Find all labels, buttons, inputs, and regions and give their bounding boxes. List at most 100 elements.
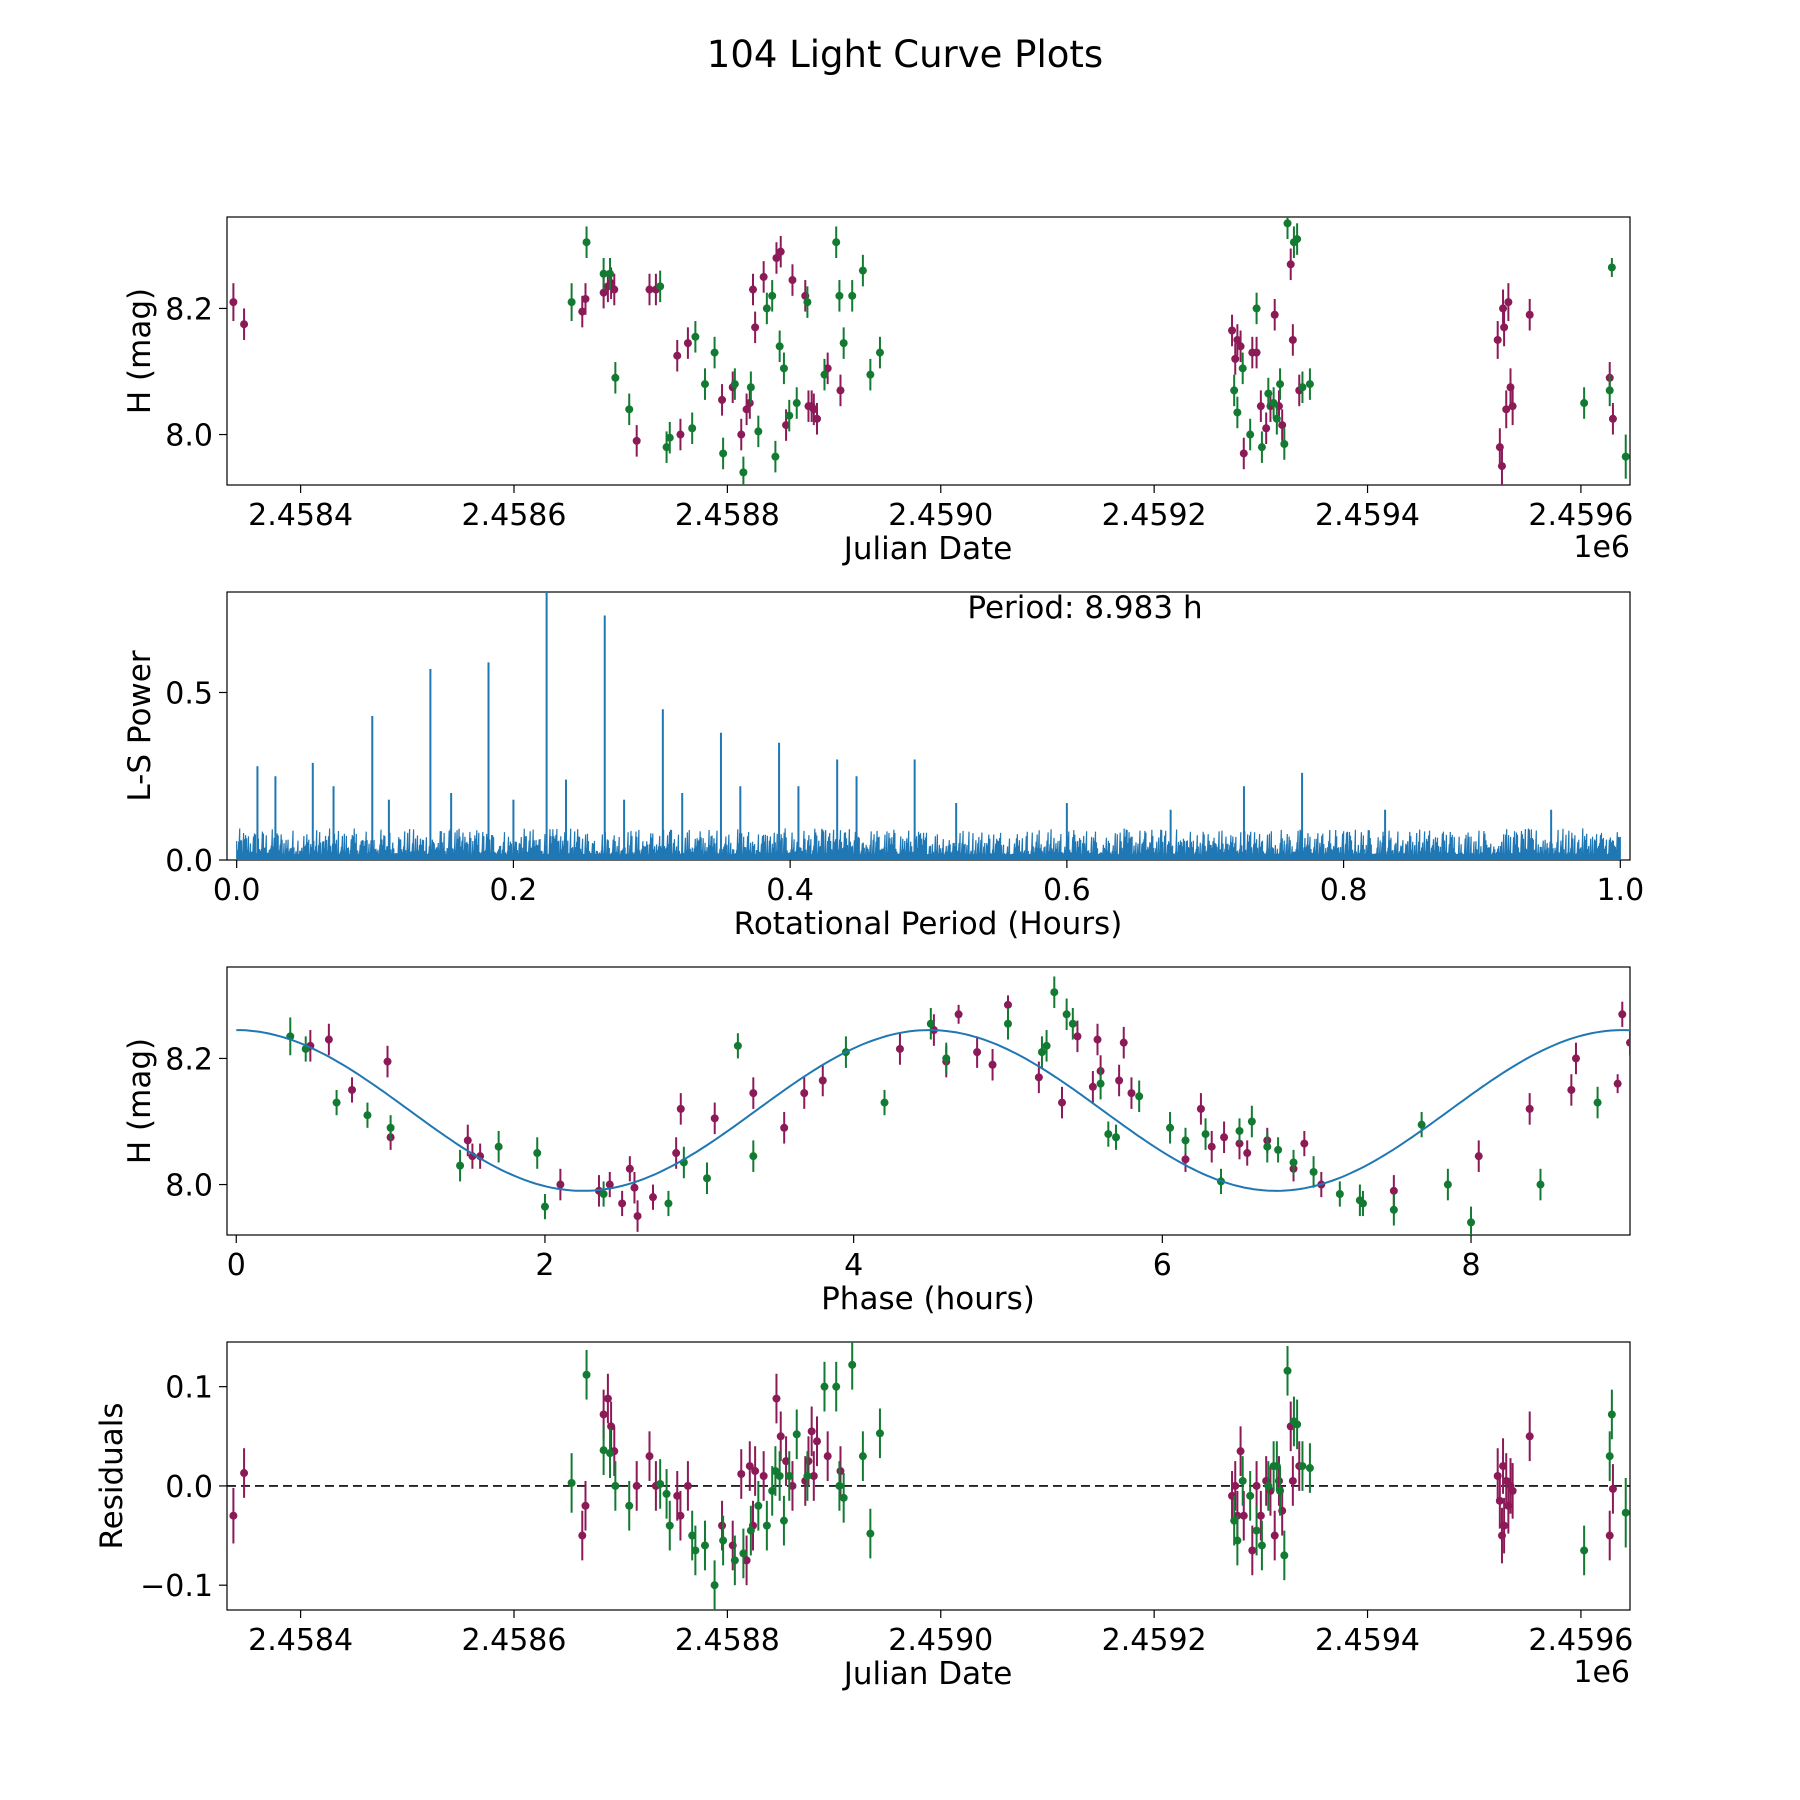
data-point (610, 285, 619, 294)
data-point (1236, 1447, 1245, 1456)
residuals-frame (226, 1341, 1631, 1611)
data-point (1256, 1511, 1265, 1520)
data-point (772, 1394, 781, 1403)
data-point (1467, 1218, 1476, 1227)
data-point (1300, 1139, 1309, 1148)
x-tick-label: 2.4594 (1315, 1623, 1420, 1658)
data-point (599, 1446, 608, 1455)
y-tick-label: 8.2 (165, 1042, 213, 1077)
data-point (603, 1394, 612, 1403)
data-point (1220, 1133, 1229, 1142)
data-point (1635, 1036, 1643, 1044)
data-point (776, 1432, 785, 1441)
data-point (1238, 364, 1247, 373)
data-point (739, 1549, 748, 1558)
data-point (719, 1536, 728, 1545)
data-point (1508, 1486, 1517, 1495)
data-point (240, 320, 249, 329)
y-tick-label: 8.0 (165, 1169, 213, 1204)
data-point (648, 1193, 657, 1202)
data-point (1508, 402, 1517, 411)
data-point (688, 1531, 697, 1540)
x-tick-label: 0.0 (213, 873, 261, 908)
data-point (858, 266, 867, 275)
data-point (809, 405, 818, 414)
data-point (1252, 304, 1261, 313)
x-tick-label: 0.4 (766, 873, 814, 908)
data-point (762, 1521, 771, 1530)
light-curve-offset-label: 1e6 (1573, 530, 1630, 565)
data-point (1207, 1142, 1216, 1151)
data-point (1288, 1476, 1297, 1485)
data-point (779, 364, 788, 373)
x-tick-label: 2 (535, 1248, 554, 1283)
data-point (1607, 1410, 1616, 1419)
data-point (1288, 335, 1297, 344)
data-point (1443, 1180, 1452, 1189)
data-point (1500, 1521, 1509, 1530)
data-point (1276, 1486, 1285, 1495)
y-tick-label: 0.1 (165, 1371, 213, 1406)
data-point (332, 1098, 341, 1107)
data-point (942, 1054, 951, 1063)
residuals-ylabel: Residuals (94, 1402, 130, 1549)
light-curve-marks (229, 217, 1630, 485)
periodogram-noise (236, 828, 1621, 860)
periodogram-frame (226, 591, 1631, 861)
data-point (1605, 1452, 1614, 1461)
data-point (754, 1501, 763, 1510)
data-point (1058, 1098, 1067, 1107)
data-point (710, 1581, 719, 1590)
data-point (772, 253, 781, 262)
data-point (688, 424, 697, 433)
data-point (776, 247, 785, 256)
data-point (1256, 402, 1265, 411)
data-point (618, 1199, 627, 1208)
y-tick-label: 0.0 (165, 844, 213, 879)
data-point (768, 1486, 777, 1495)
data-point (771, 452, 780, 461)
data-point (1773, 988, 1781, 996)
data-point (823, 1452, 832, 1461)
data-point (1093, 1035, 1102, 1044)
data-point (839, 339, 848, 348)
data-point (1119, 1038, 1128, 1047)
data-point (749, 1089, 758, 1098)
data-point (1389, 1205, 1398, 1214)
data-point (324, 1035, 333, 1044)
data-point (673, 351, 682, 360)
data-point (1231, 1481, 1240, 1490)
periodogram-xlabel: Rotational Period (Hours) (734, 906, 1123, 942)
data-point (1657, 1045, 1665, 1053)
data-point (792, 399, 801, 408)
data-point (1621, 1508, 1630, 1517)
data-point (762, 304, 771, 313)
data-point (788, 276, 797, 285)
data-point (1003, 1000, 1012, 1009)
data-point (875, 348, 884, 357)
data-point (1252, 348, 1261, 357)
data-point (1257, 1541, 1266, 1550)
data-point (611, 373, 620, 382)
residuals-offset-label: 1e6 (1573, 1655, 1630, 1690)
data-point (1166, 1123, 1175, 1132)
data-point (1050, 988, 1059, 997)
data-point (832, 238, 841, 247)
data-point (664, 1199, 673, 1208)
data-point (1626, 1038, 1630, 1047)
data-point (348, 1085, 357, 1094)
data-point (676, 1104, 685, 1113)
data-point (625, 1164, 634, 1173)
data-point (1196, 1104, 1205, 1113)
light-curve-frame (226, 216, 1631, 486)
data-point (1280, 440, 1289, 449)
data-point (1042, 1041, 1051, 1050)
data-point (1283, 219, 1292, 228)
data-point (683, 339, 692, 348)
data-point (880, 1098, 889, 1107)
data-point (710, 348, 719, 357)
data-point (645, 285, 654, 294)
x-tick-label: 2.4588 (675, 1623, 780, 1658)
data-point (1504, 298, 1513, 307)
data-point (1181, 1155, 1190, 1164)
